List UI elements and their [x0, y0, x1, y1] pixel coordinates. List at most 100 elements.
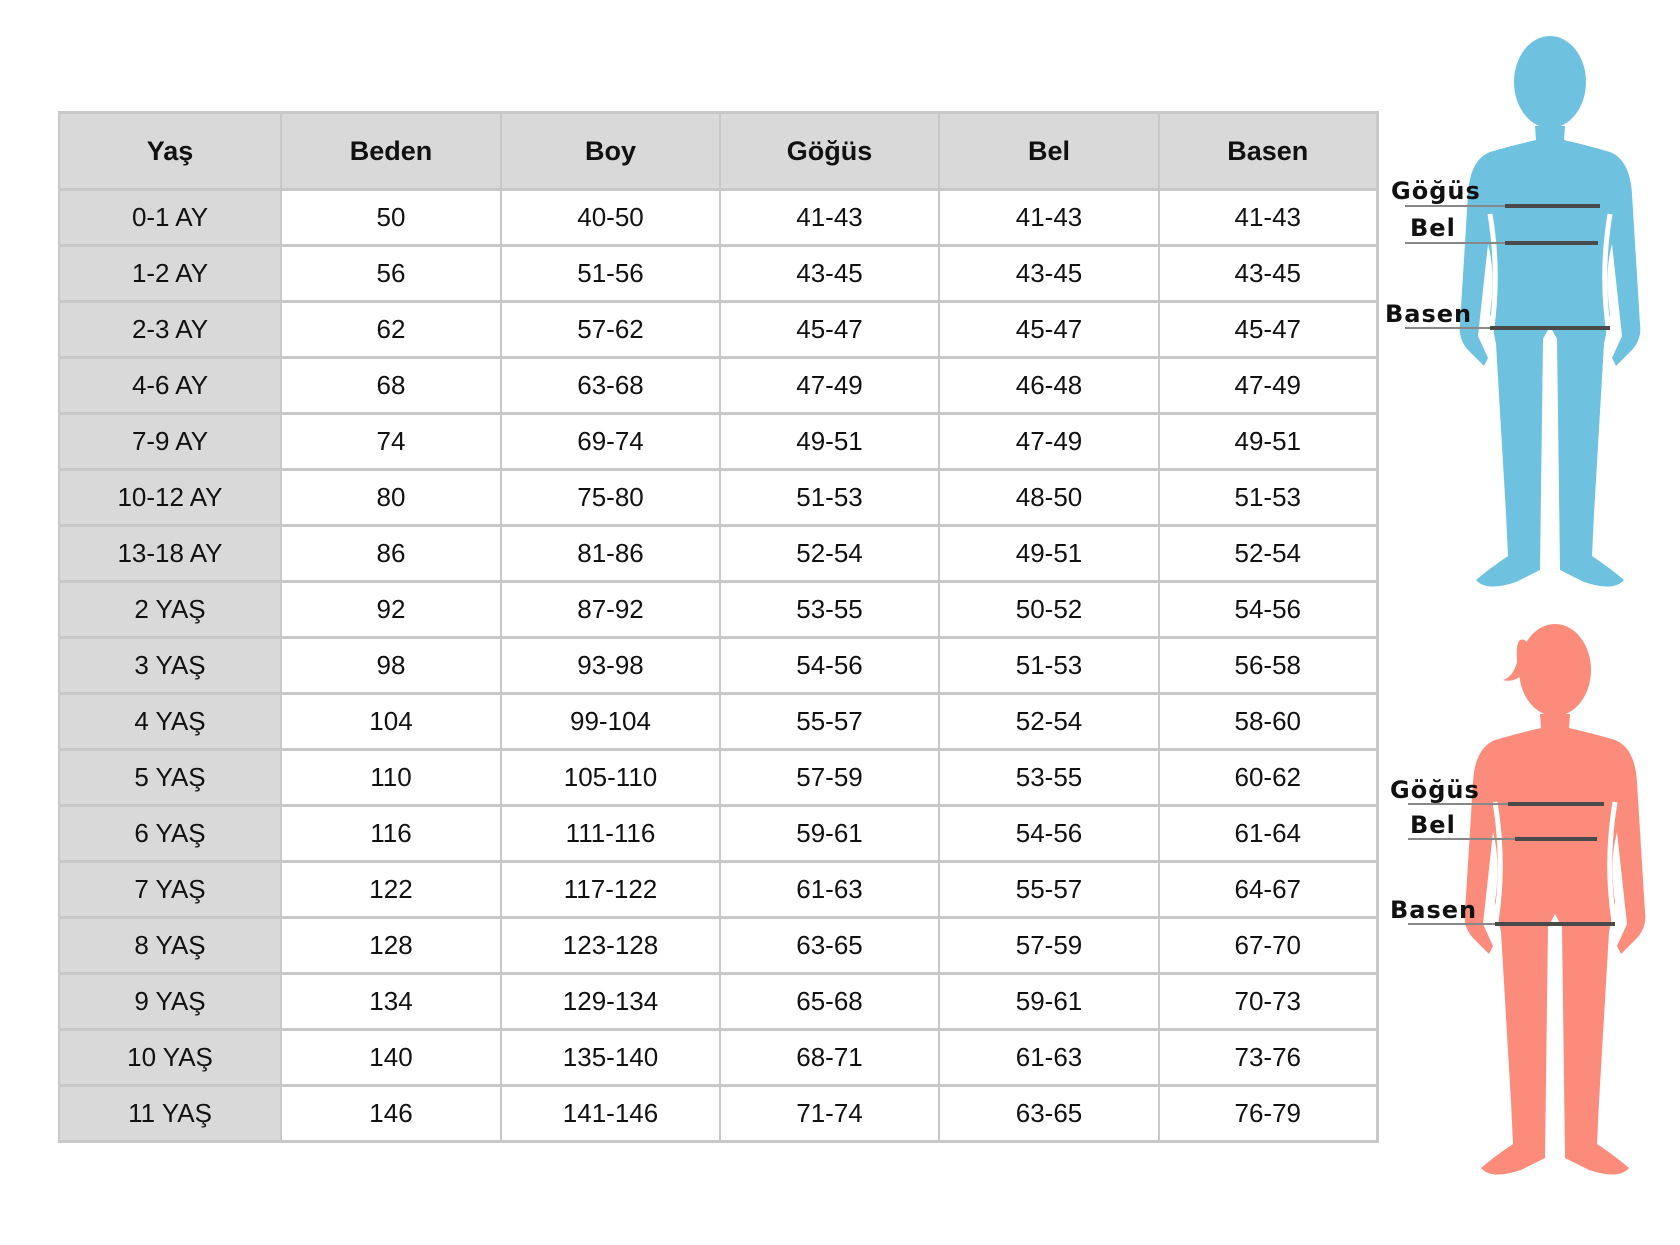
table-cell: 63-65: [938, 1085, 1160, 1143]
table-cell: 54-56: [1158, 581, 1379, 639]
table-cell: 80: [280, 469, 502, 527]
table-cell: 51-53: [938, 637, 1160, 695]
table-cell: 92: [280, 581, 502, 639]
table-cell: 140: [280, 1029, 502, 1087]
column-header: Beden: [280, 111, 502, 191]
table-cell: 76-79: [1158, 1085, 1379, 1143]
table-row: 7 YAŞ 122 117-122 61-63 55-57 64-67: [58, 861, 1379, 919]
girl-label-waist: Bel: [1410, 811, 1456, 839]
table-cell: 87-92: [500, 581, 721, 639]
table-cell: 54-56: [938, 805, 1160, 863]
age-cell: 3 YAŞ: [58, 637, 282, 695]
table-cell: 68: [280, 357, 502, 415]
table-cell: 61-63: [938, 1029, 1160, 1087]
table-row: 10-12 AY 80 75-80 51-53 48-50 51-53: [58, 469, 1379, 527]
table-cell: 60-62: [1158, 749, 1379, 807]
age-cell: 7-9 AY: [58, 413, 282, 471]
table-row: 9 YAŞ 134 129-134 65-68 59-61 70-73: [58, 973, 1379, 1031]
table-cell: 51-53: [719, 469, 940, 527]
girl-label-hip: Basen: [1390, 896, 1477, 924]
table-row: 8 YAŞ 128 123-128 63-65 57-59 67-70: [58, 917, 1379, 975]
table-cell: 48-50: [938, 469, 1160, 527]
boy-measure-lines: Göğüs Bel Basen: [1385, 177, 1610, 330]
table-cell: 57-62: [500, 301, 721, 359]
age-cell: 0-1 AY: [58, 189, 282, 247]
table-cell: 63-68: [500, 357, 721, 415]
age-cell: 10-12 AY: [58, 469, 282, 527]
table-cell: 47-49: [719, 357, 940, 415]
table-row: 3 YAŞ 98 93-98 54-56 51-53 56-58: [58, 637, 1379, 695]
table-cell: 59-61: [719, 805, 940, 863]
table-header-row: Yaş Beden Boy Göğüs Bel Basen: [58, 111, 1379, 191]
boy-label-waist: Bel: [1410, 214, 1456, 242]
table-cell: 61-63: [719, 861, 940, 919]
table-cell: 134: [280, 973, 502, 1031]
table-cell: 43-45: [938, 245, 1160, 303]
table-cell: 64-67: [1158, 861, 1379, 919]
column-header: Basen: [1158, 111, 1379, 191]
table-cell: 123-128: [500, 917, 721, 975]
table-row: 1-2 AY 56 51-56 43-45 43-45 43-45: [58, 245, 1379, 303]
table-cell: 62: [280, 301, 502, 359]
table-cell: 117-122: [500, 861, 721, 919]
table-cell: 49-51: [938, 525, 1160, 583]
table-cell: 47-49: [1158, 357, 1379, 415]
table-row: 7-9 AY 74 69-74 49-51 47-49 49-51: [58, 413, 1379, 471]
age-cell: 11 YAŞ: [58, 1085, 282, 1143]
table-row: 6 YAŞ 116 111-116 59-61 54-56 61-64: [58, 805, 1379, 863]
table-cell: 49-51: [1158, 413, 1379, 471]
age-cell: 1-2 AY: [58, 245, 282, 303]
table-cell: 53-55: [719, 581, 940, 639]
age-cell: 4 YAŞ: [58, 693, 282, 751]
table-cell: 45-47: [1158, 301, 1379, 359]
table-cell: 47-49: [938, 413, 1160, 471]
table-cell: 52-54: [719, 525, 940, 583]
table-cell: 135-140: [500, 1029, 721, 1087]
age-cell: 5 YAŞ: [58, 749, 282, 807]
table-cell: 51-53: [1158, 469, 1379, 527]
table-row: 0-1 AY 50 40-50 41-43 41-43 41-43: [58, 189, 1379, 247]
table-cell: 68-71: [719, 1029, 940, 1087]
table-cell: 104: [280, 693, 502, 751]
age-cell: 6 YAŞ: [58, 805, 282, 863]
table-cell: 50: [280, 189, 502, 247]
table-cell: 41-43: [938, 189, 1160, 247]
age-cell: 7 YAŞ: [58, 861, 282, 919]
table-row: 13-18 AY 86 81-86 52-54 49-51 52-54: [58, 525, 1379, 583]
boy-label-hip: Basen: [1385, 300, 1472, 328]
age-cell: 8 YAŞ: [58, 917, 282, 975]
table-cell: 99-104: [500, 693, 721, 751]
table-cell: 56: [280, 245, 502, 303]
table-cell: 71-74: [719, 1085, 940, 1143]
table-cell: 63-65: [719, 917, 940, 975]
table-row: 4 YAŞ 104 99-104 55-57 52-54 58-60: [58, 693, 1379, 751]
column-header: Bel: [938, 111, 1160, 191]
table-cell: 46-48: [938, 357, 1160, 415]
table-cell: 53-55: [938, 749, 1160, 807]
table-cell: 59-61: [938, 973, 1160, 1031]
table-cell: 56-58: [1158, 637, 1379, 695]
table-cell: 81-86: [500, 525, 721, 583]
table-cell: 86: [280, 525, 502, 583]
table-cell: 98: [280, 637, 502, 695]
table-cell: 129-134: [500, 973, 721, 1031]
table-cell: 43-45: [719, 245, 940, 303]
girl-body: [1464, 714, 1646, 1175]
table-cell: 122: [280, 861, 502, 919]
table-cell: 93-98: [500, 637, 721, 695]
boy-label-chest: Göğüs: [1391, 177, 1481, 205]
table-cell: 41-43: [719, 189, 940, 247]
table-cell: 57-59: [719, 749, 940, 807]
boy-figure: [1459, 36, 1641, 587]
column-header: Göğüs: [719, 111, 940, 191]
girl-figure: [1464, 624, 1646, 1175]
boy-silhouette: [1459, 36, 1641, 587]
table-row: 10 YAŞ 140 135-140 68-71 61-63 73-76: [58, 1029, 1379, 1087]
boy-body: [1459, 126, 1641, 587]
table-cell: 110: [280, 749, 502, 807]
table-cell: 69-74: [500, 413, 721, 471]
table-row: 2-3 AY 62 57-62 45-47 45-47 45-47: [58, 301, 1379, 359]
table-cell: 74: [280, 413, 502, 471]
boy-head: [1514, 36, 1586, 128]
